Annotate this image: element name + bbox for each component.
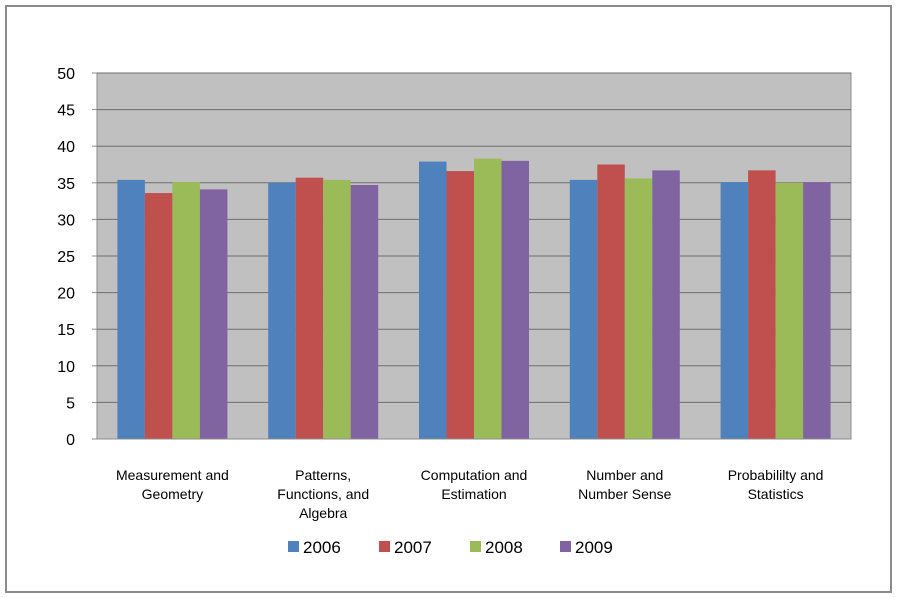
bars xyxy=(117,158,831,440)
bar-2007 xyxy=(597,164,625,439)
category-label: Geometry xyxy=(142,486,203,502)
legend-swatch-2007 xyxy=(379,541,390,552)
legend-label-2008: 2008 xyxy=(485,538,523,557)
bar-2006 xyxy=(268,182,296,440)
legend-label-2009: 2009 xyxy=(575,538,613,557)
legend-label-2007: 2007 xyxy=(394,538,432,557)
category-label: Patterns, xyxy=(295,467,351,483)
y-tick-label: 5 xyxy=(66,395,75,412)
y-tick-label: 20 xyxy=(57,286,75,303)
y-tick-label: 10 xyxy=(57,359,75,376)
bar-2008 xyxy=(474,158,502,440)
y-tick-label: 35 xyxy=(57,176,75,193)
y-tick-label: 25 xyxy=(57,249,75,266)
x-axis-categories: Measurement and Geometry Patterns, Function… xyxy=(116,467,823,521)
category-label: Algebra xyxy=(299,505,347,521)
legend-label-2006: 2006 xyxy=(303,538,341,557)
legend: 2006 2007 2008 2009 xyxy=(288,538,613,557)
y-tick-label: 50 xyxy=(57,66,75,83)
category-label: Statistics xyxy=(748,486,804,502)
bar-2007 xyxy=(144,193,173,439)
bar-2008 xyxy=(172,182,200,439)
bar-2006 xyxy=(419,161,447,439)
bar-2006 xyxy=(569,179,598,439)
category-label: Measurement and xyxy=(116,467,229,483)
category-label: Estimation xyxy=(441,486,506,502)
y-axis-ticks: 0 5 10 15 20 25 30 35 40 45 50 xyxy=(57,66,97,449)
bar-2006 xyxy=(720,182,749,439)
bar-2009 xyxy=(199,189,228,439)
legend-swatch-2009 xyxy=(560,541,571,552)
bar-2008 xyxy=(775,182,804,440)
bar-2009 xyxy=(501,160,529,439)
category-label: Probabililty and xyxy=(728,467,824,483)
category-label: Computation and xyxy=(421,467,528,483)
bar-2008 xyxy=(323,179,351,439)
bar-2009 xyxy=(350,184,379,439)
bar-2009 xyxy=(803,182,831,439)
bar-2008 xyxy=(624,178,653,439)
category-label: Number and xyxy=(586,467,663,483)
bar-2009 xyxy=(652,170,680,439)
bar-2007 xyxy=(446,171,474,439)
y-tick-label: 0 xyxy=(66,432,75,449)
bar-2007 xyxy=(748,170,776,439)
bar-2006 xyxy=(117,179,145,439)
legend-swatch-2006 xyxy=(288,541,299,552)
y-tick-label: 30 xyxy=(57,212,75,229)
category-label: Number Sense xyxy=(578,486,672,502)
y-tick-label: 15 xyxy=(57,322,75,339)
bar-2007 xyxy=(295,177,324,439)
category-label: Functions, and xyxy=(277,486,369,502)
y-tick-label: 40 xyxy=(57,139,75,156)
legend-swatch-2008 xyxy=(470,541,481,552)
y-tick-label: 45 xyxy=(57,103,75,120)
